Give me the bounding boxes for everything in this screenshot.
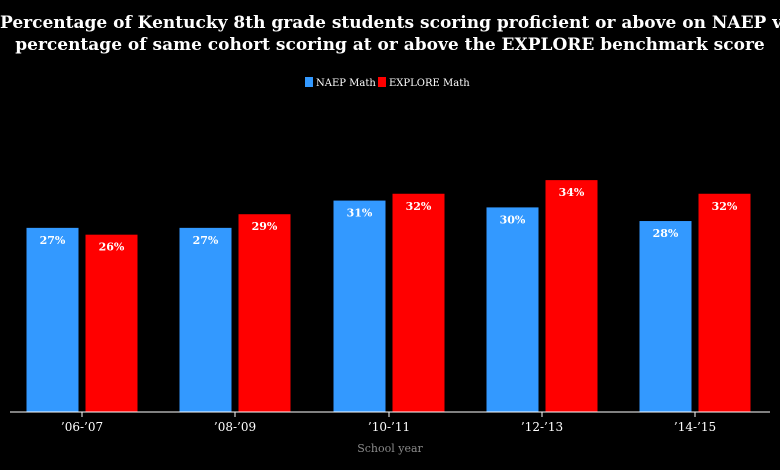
tick-label-2: ’10-’11 (368, 420, 410, 434)
bar-0-1 (179, 227, 232, 412)
bar-label-0-2: 31% (347, 207, 373, 220)
bar-1-2 (392, 193, 445, 412)
bar-label-1-0: 26% (99, 241, 125, 254)
tick-label-0: ’06-’07 (61, 420, 103, 434)
bar-label-1-1: 29% (252, 220, 278, 233)
bar-0-2 (333, 200, 386, 412)
bar-label-1-3: 34% (559, 186, 585, 199)
bar-label-1-4: 32% (712, 200, 738, 213)
chart-title: Percentage of Kentucky 8th grade student… (0, 12, 780, 56)
chart-title-line-1: Percentage of Kentucky 8th grade student… (0, 13, 780, 33)
tick-label-3: ’12-’13 (521, 420, 563, 434)
legend-label-0: NAEP Math (316, 78, 376, 89)
tick-label-4: ’14-’15 (674, 420, 716, 434)
bar-1-0 (85, 234, 138, 412)
bar-1-1 (238, 214, 291, 412)
legend-swatch-0 (305, 77, 313, 87)
bar-0-0 (26, 227, 79, 412)
x-ticks: ’06-’07 ’08-’09 ’10-’11 ’12-’13 ’14-’15 (61, 412, 716, 434)
bar-label-0-0: 27% (40, 234, 66, 247)
tick-label-1: ’08-’09 (214, 420, 256, 434)
bar-label-0-3: 30% (500, 213, 526, 226)
chart-title-line-2: percentage of same cohort scoring at or … (15, 35, 765, 55)
legend-label-1: EXPLORE Math (389, 78, 470, 89)
bar-label-1-2: 32% (406, 200, 432, 213)
bar-0-4 (639, 221, 692, 412)
bars: 27% 26% 27% 29% 31% 32% 30% 34% 28% 32% (26, 180, 751, 412)
bar-label-0-4: 28% (653, 227, 679, 240)
bar-0-3 (486, 207, 539, 412)
x-axis-label: School year (357, 442, 423, 455)
legend: NAEP Math EXPLORE Math (305, 77, 470, 89)
bar-1-3 (545, 180, 598, 412)
legend-swatch-1 (378, 77, 386, 87)
bar-label-0-1: 27% (193, 234, 219, 247)
bar-1-4 (698, 193, 751, 412)
